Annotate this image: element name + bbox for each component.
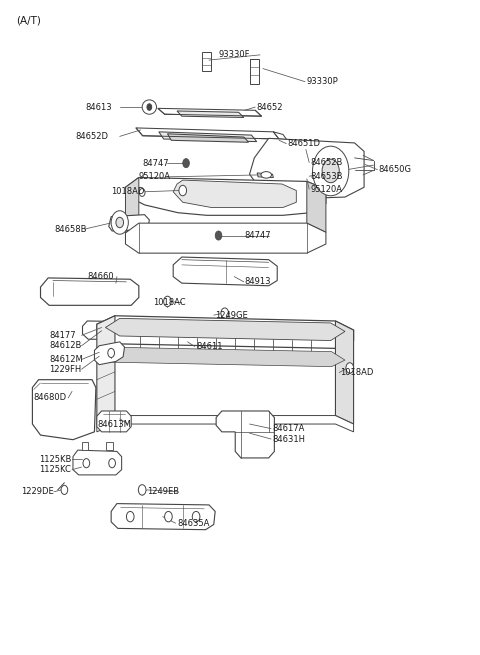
- Circle shape: [83, 458, 90, 468]
- Text: 1018AC: 1018AC: [153, 298, 186, 307]
- Text: 84650G: 84650G: [378, 165, 411, 174]
- Polygon shape: [33, 380, 96, 440]
- Circle shape: [61, 485, 68, 495]
- Polygon shape: [125, 178, 139, 233]
- Text: 95120A: 95120A: [139, 172, 171, 181]
- Text: 84652B: 84652B: [311, 158, 343, 167]
- Ellipse shape: [261, 172, 272, 178]
- Circle shape: [221, 308, 228, 318]
- Text: 84177: 84177: [49, 331, 76, 340]
- Circle shape: [111, 211, 128, 234]
- Polygon shape: [107, 441, 113, 450]
- Text: 84653B: 84653B: [311, 172, 343, 181]
- Polygon shape: [73, 450, 121, 475]
- Polygon shape: [97, 347, 345, 367]
- Polygon shape: [136, 128, 279, 139]
- Circle shape: [179, 185, 187, 196]
- Polygon shape: [106, 318, 345, 341]
- Text: 84658B: 84658B: [54, 225, 86, 234]
- Text: 1125KB: 1125KB: [39, 455, 72, 464]
- Circle shape: [138, 485, 146, 495]
- Circle shape: [147, 103, 152, 110]
- Polygon shape: [111, 504, 215, 530]
- Text: 84635A: 84635A: [177, 519, 209, 528]
- Polygon shape: [173, 180, 296, 208]
- Polygon shape: [97, 411, 131, 432]
- Text: 1229FH: 1229FH: [49, 365, 82, 374]
- Text: 84613M: 84613M: [98, 420, 132, 428]
- Circle shape: [183, 159, 190, 168]
- Circle shape: [164, 296, 171, 307]
- Text: 1018AD: 1018AD: [340, 368, 373, 377]
- Circle shape: [116, 217, 123, 228]
- Text: 95120A: 95120A: [311, 185, 343, 194]
- Polygon shape: [95, 342, 124, 365]
- Text: 84747: 84747: [142, 159, 169, 168]
- Polygon shape: [82, 441, 88, 450]
- Polygon shape: [274, 132, 288, 141]
- Text: 84612M: 84612M: [49, 355, 83, 364]
- Polygon shape: [202, 52, 211, 71]
- Text: 84747: 84747: [245, 231, 271, 240]
- Text: 93330F: 93330F: [218, 50, 250, 60]
- Polygon shape: [307, 181, 326, 233]
- Text: 1018AD: 1018AD: [111, 187, 144, 196]
- Polygon shape: [177, 111, 244, 117]
- Text: 84913: 84913: [245, 277, 271, 286]
- Polygon shape: [125, 178, 326, 215]
- Text: 84612B: 84612B: [49, 341, 82, 350]
- Circle shape: [346, 363, 354, 373]
- Polygon shape: [40, 278, 139, 305]
- Circle shape: [126, 512, 134, 522]
- Text: 84652D: 84652D: [75, 132, 108, 141]
- Circle shape: [322, 159, 339, 183]
- Circle shape: [109, 458, 116, 468]
- Polygon shape: [97, 415, 354, 432]
- Polygon shape: [257, 173, 274, 178]
- Text: 84652: 84652: [257, 103, 283, 111]
- Circle shape: [139, 189, 145, 196]
- Circle shape: [108, 348, 115, 358]
- Polygon shape: [83, 321, 168, 339]
- Ellipse shape: [142, 100, 156, 114]
- Text: 1249GE: 1249GE: [215, 310, 248, 320]
- Text: (A/T): (A/T): [16, 16, 41, 26]
- Polygon shape: [158, 108, 262, 116]
- Circle shape: [192, 512, 200, 522]
- Polygon shape: [168, 134, 249, 142]
- Polygon shape: [159, 132, 257, 141]
- Text: 93330P: 93330P: [307, 77, 338, 86]
- Circle shape: [165, 512, 172, 522]
- Polygon shape: [97, 316, 115, 424]
- Text: 84680D: 84680D: [34, 394, 67, 402]
- Circle shape: [312, 146, 349, 196]
- Polygon shape: [336, 321, 354, 424]
- Text: 84651D: 84651D: [288, 139, 321, 148]
- Text: 84611: 84611: [196, 342, 223, 351]
- Polygon shape: [109, 215, 149, 231]
- Polygon shape: [173, 257, 277, 286]
- Circle shape: [215, 231, 222, 240]
- Polygon shape: [97, 316, 354, 348]
- Text: 84660: 84660: [87, 272, 114, 281]
- Text: 84631H: 84631H: [273, 434, 305, 443]
- Polygon shape: [291, 147, 307, 153]
- Polygon shape: [250, 138, 364, 198]
- Text: 1125KC: 1125KC: [39, 465, 72, 474]
- Text: 1229DE: 1229DE: [22, 487, 54, 496]
- Polygon shape: [250, 59, 259, 84]
- Text: 84617A: 84617A: [273, 424, 305, 433]
- Polygon shape: [125, 223, 326, 253]
- Polygon shape: [279, 139, 312, 151]
- Polygon shape: [216, 411, 275, 458]
- Text: 84613: 84613: [85, 103, 111, 111]
- Text: 1249EB: 1249EB: [147, 487, 179, 496]
